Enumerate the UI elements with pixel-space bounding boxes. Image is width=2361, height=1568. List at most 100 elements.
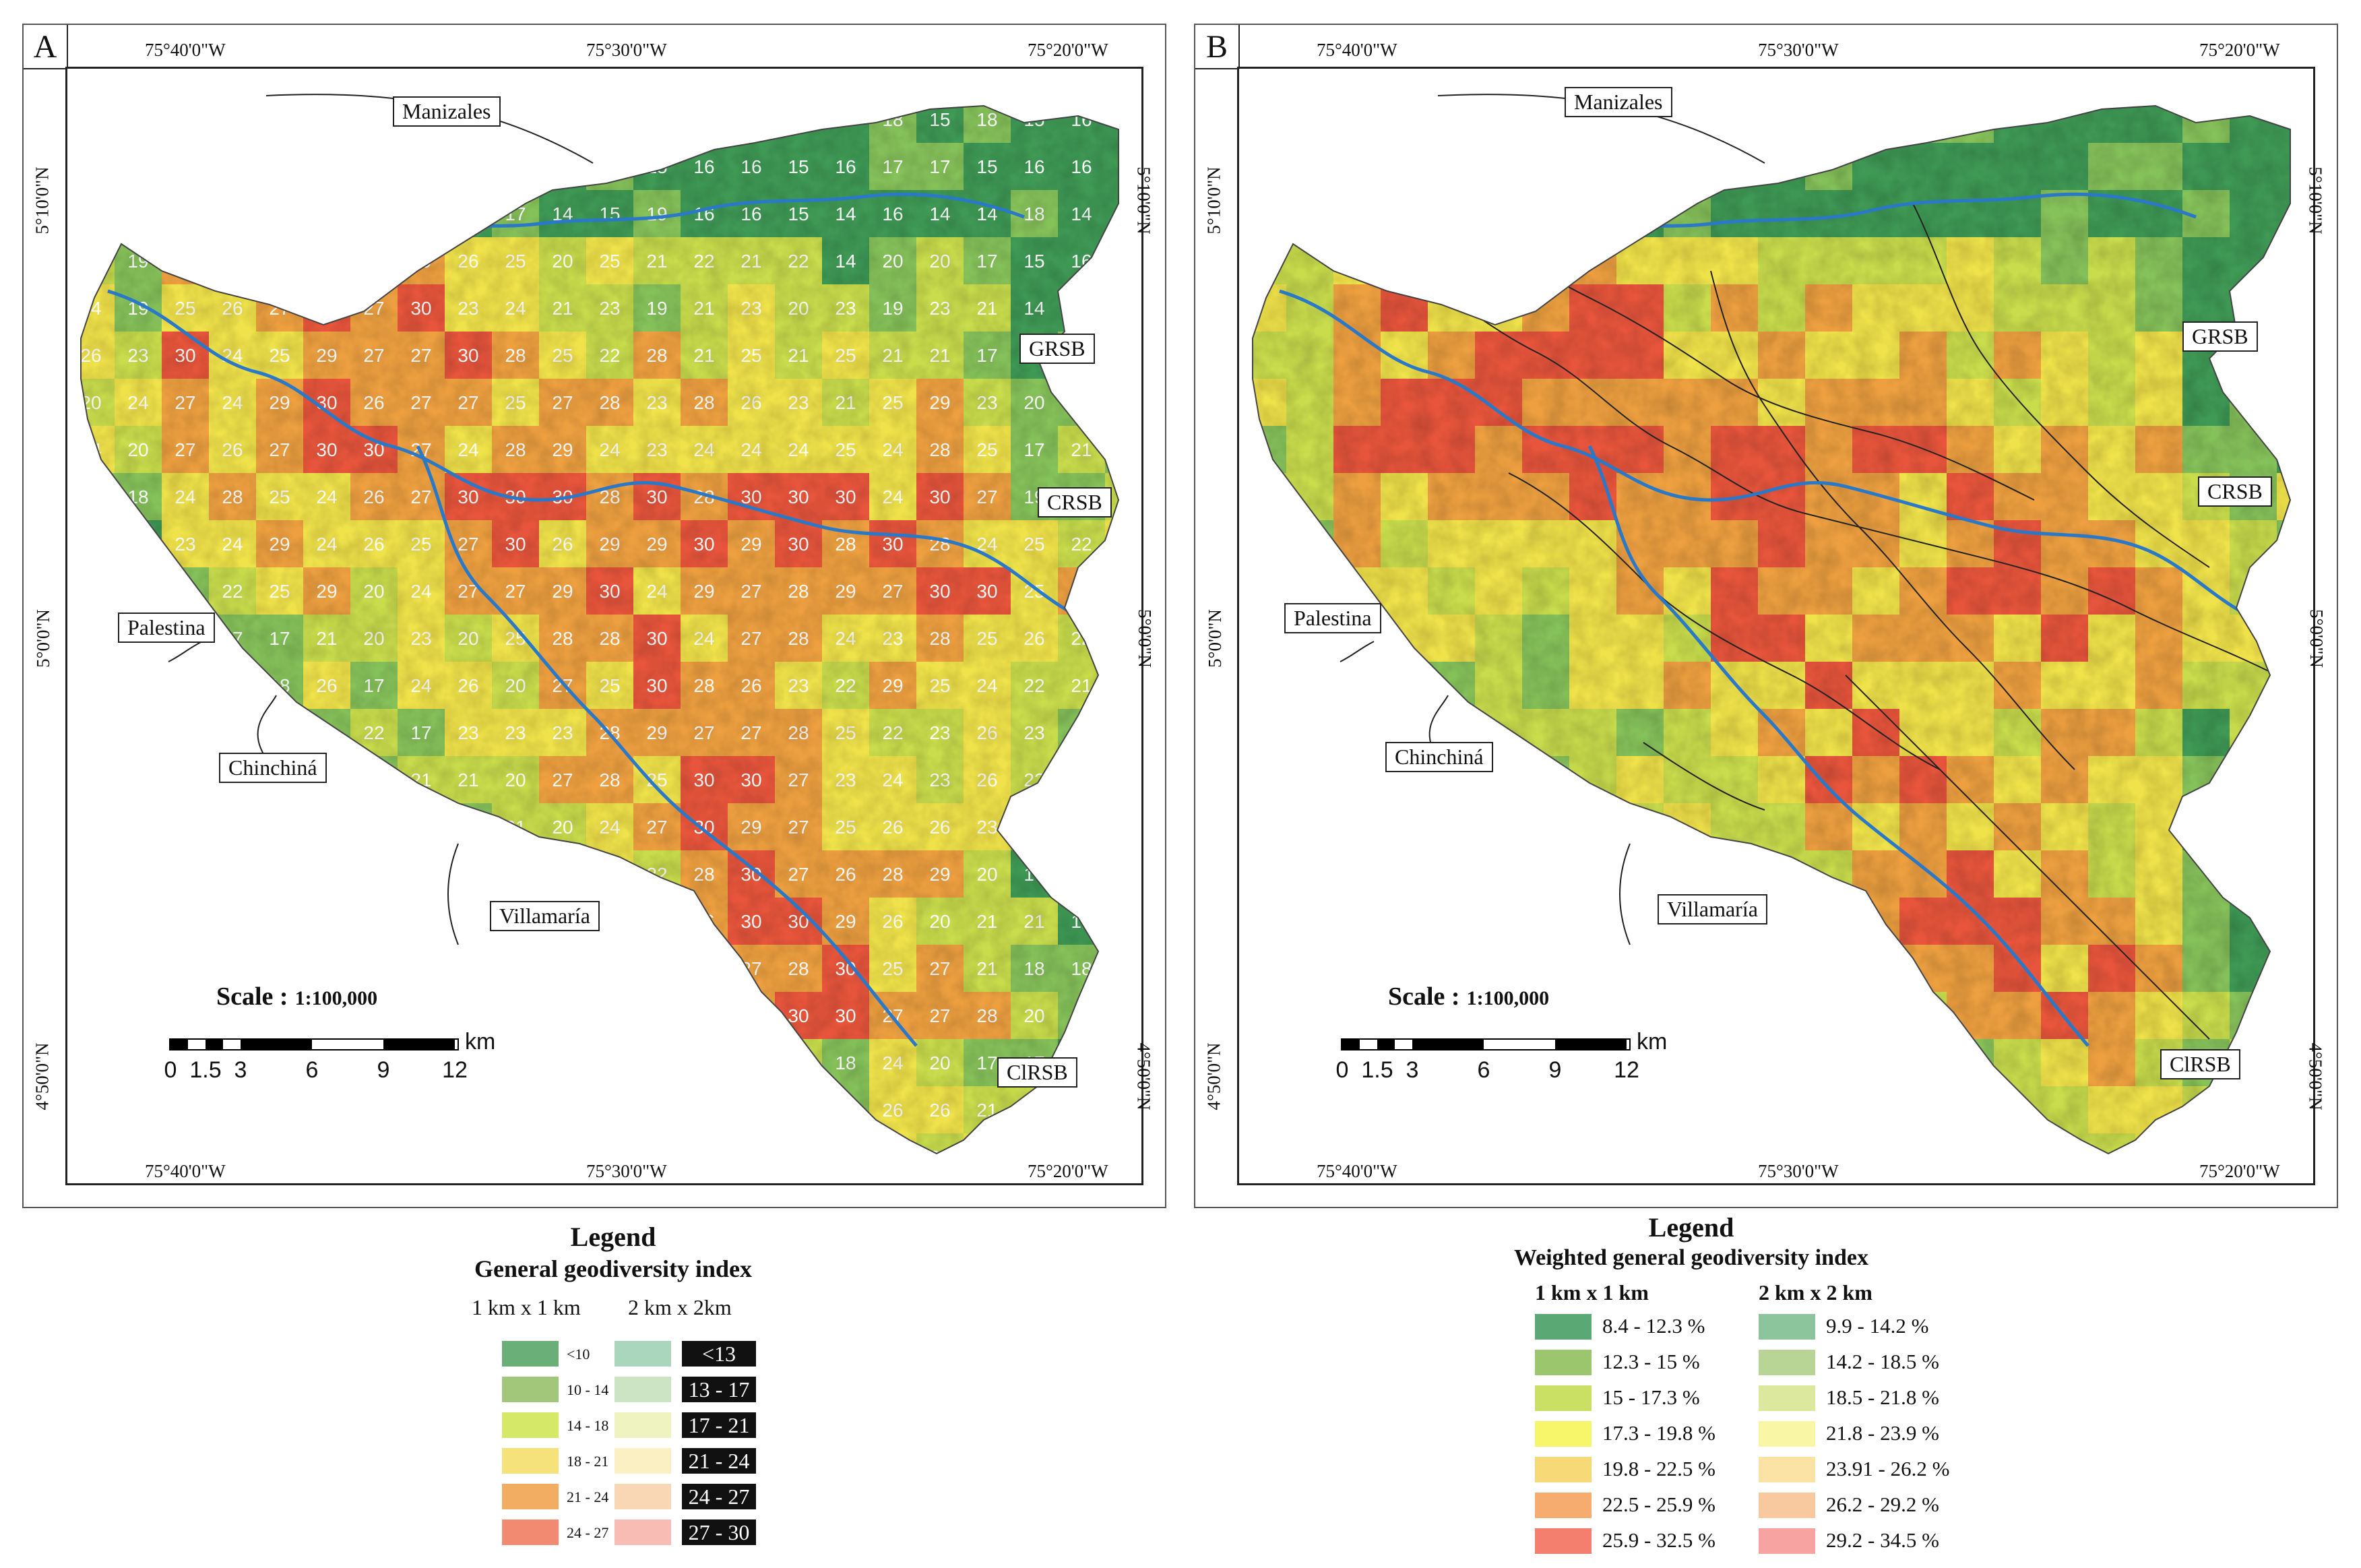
cell-value: 22	[175, 675, 195, 696]
cell-value: 22	[693, 1005, 714, 1026]
scale-label-a: Scale :	[216, 982, 288, 1011]
cell-value: 18	[788, 1100, 809, 1121]
legend-label: 29.2 - 34.5 %	[1826, 1528, 1939, 1552]
coord-left-1: 5°10'0"N	[32, 166, 53, 234]
scale-unit-a: km	[465, 1029, 496, 1055]
map-cell	[1522, 106, 1569, 143]
map-cell	[1333, 803, 1381, 850]
map-cell	[1333, 1133, 1381, 1154]
map-cell	[209, 709, 256, 756]
map-cell	[1253, 803, 1286, 850]
map-cell	[539, 1133, 586, 1154]
map-cell	[1664, 945, 1711, 992]
cell-value: 23	[646, 1005, 667, 1026]
map-cell	[1805, 106, 1852, 143]
map-cell	[115, 1133, 162, 1154]
cell-value: 15	[741, 109, 761, 130]
map-cell	[115, 850, 162, 898]
cell-value: 17	[646, 1100, 667, 1121]
cell-value: 18	[127, 1147, 148, 1168]
map-cell	[1711, 1086, 1758, 1133]
cell-value: 16	[127, 1005, 148, 1026]
legend-b-col2: 2 km x 2 km	[1759, 1280, 1872, 1305]
legend-label-box: 17 - 21	[682, 1412, 756, 1438]
map-cell	[1522, 898, 1569, 945]
map-cell	[539, 106, 586, 143]
map-cell	[1105, 567, 1119, 615]
map-cell	[81, 850, 115, 898]
coord-top-3-b: 75°20'0"W	[2199, 40, 2280, 60]
cell-value: 14	[552, 1100, 573, 1121]
legend-a-col2: 2 km x 2km	[628, 1295, 732, 1319]
map-cell	[162, 1133, 209, 1154]
cell-value: 15	[458, 156, 478, 177]
map-cell	[1333, 106, 1381, 143]
cell-value: 19	[80, 581, 101, 602]
map-cell	[1105, 709, 1119, 756]
cell-value: 14	[599, 1100, 620, 1121]
map-cell	[1805, 1039, 1852, 1086]
panel-a: A 75°40'0"W 75°30'0"W 75°20'0"W 75°40'0"…	[22, 24, 1166, 1208]
label-chinchina-a: Chinchiná	[219, 753, 327, 783]
cell-value: 23	[1118, 581, 1139, 602]
map-cell	[1711, 850, 1758, 898]
map-cell	[492, 143, 539, 190]
map-cell	[1616, 850, 1664, 898]
map-cell	[1852, 1039, 1899, 1086]
map-cell	[1058, 1133, 1105, 1154]
map-cell	[539, 945, 586, 992]
legend-label-box: 24 - 27	[682, 1484, 756, 1509]
cell-value: 24	[1118, 534, 1139, 555]
legend-swatch	[1535, 1350, 1592, 1375]
map-cell	[728, 1039, 775, 1086]
cell-value: 16	[552, 1053, 573, 1073]
map-cell	[398, 143, 445, 190]
map-cell	[81, 520, 115, 567]
map-cell	[1105, 615, 1119, 662]
map-cell	[2277, 756, 2290, 803]
scale-tick-2-a: 3	[234, 1057, 247, 1083]
scale-tick-5-a: 12	[442, 1057, 468, 1083]
map-cell	[1381, 143, 1428, 190]
map-cell	[256, 190, 303, 237]
label-grsb-b: GRSB	[2182, 321, 2258, 352]
map-cell	[81, 803, 115, 850]
panel-b: B 75°40'0"W 75°30'0"W 75°20'0"W 75°40'0"…	[1194, 24, 2338, 1208]
map-cell	[256, 1086, 303, 1133]
map-cell	[162, 190, 209, 237]
map-cell	[115, 106, 162, 143]
legend-swatch	[1759, 1421, 1815, 1447]
cell-value: 15	[269, 1147, 290, 1168]
map-cell	[209, 898, 256, 945]
map-cell	[1522, 1086, 1569, 1133]
cell-value: 23	[222, 675, 243, 696]
map-cell	[209, 190, 256, 237]
map-cell	[1664, 143, 1711, 190]
map-cell	[775, 1086, 822, 1133]
cell-value: 16	[222, 958, 243, 979]
cell-value: 14	[835, 1147, 856, 1168]
map-cell	[81, 567, 115, 615]
cell-value: 23	[80, 109, 101, 130]
map-cell	[1381, 1133, 1428, 1154]
legend-swatch	[1759, 1493, 1815, 1518]
legend-b-subtitle: Weighted general geodiversity index	[1513, 1245, 1868, 1270]
legend-label-box: <13	[682, 1341, 756, 1367]
label-manizales-b: Manizales	[1565, 87, 1672, 117]
map-cell	[303, 106, 350, 143]
cell-value: 18	[316, 1147, 337, 1168]
map-cell	[492, 850, 539, 898]
cell-value: 14	[269, 1100, 290, 1121]
cell-value: 14	[410, 1053, 431, 1073]
coord-top-1: 75°40'0"W	[145, 40, 226, 60]
map-cell	[81, 615, 115, 662]
cell-value: 18	[127, 770, 148, 790]
cell-value: 18	[175, 911, 195, 932]
legend-swatch	[1759, 1350, 1815, 1375]
map-cell	[209, 1133, 256, 1154]
cell-value: 20	[410, 203, 431, 224]
map-cell	[586, 1039, 633, 1086]
cell-value: 19	[741, 1100, 761, 1121]
cell-value: 14	[80, 156, 101, 177]
legend-label: 22.5 - 25.9 %	[1602, 1493, 1715, 1516]
